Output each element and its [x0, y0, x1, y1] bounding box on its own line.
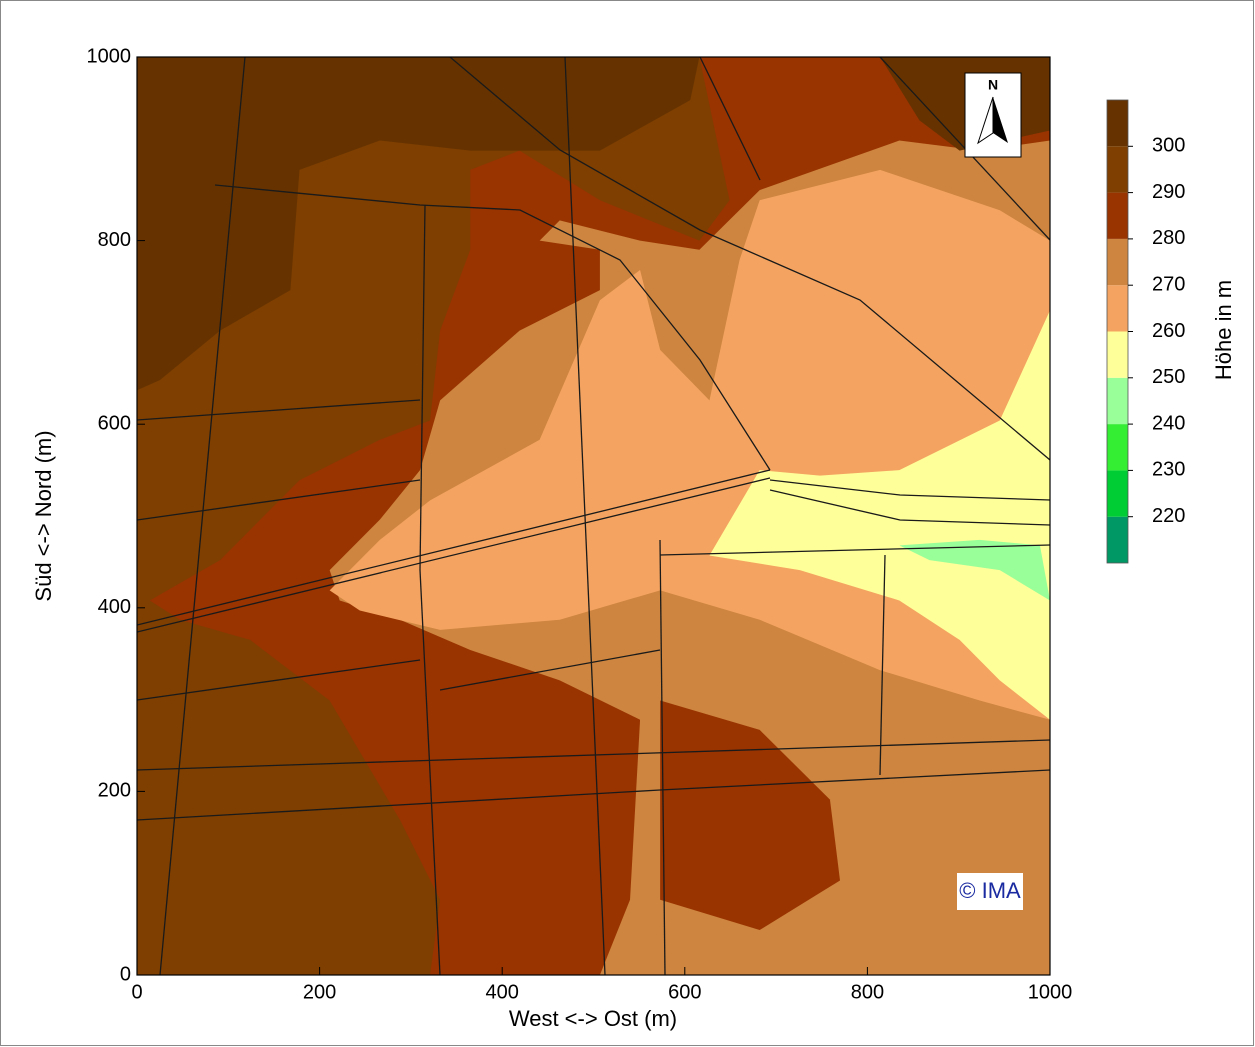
colorbar-band — [1107, 193, 1128, 239]
colorbar-tick-label: 240 — [1152, 412, 1185, 434]
y-tick-label: 800 — [98, 229, 131, 251]
elevation-field — [137, 57, 1050, 975]
colorbar-label: Höhe in m — [1211, 280, 1236, 380]
x-tick-label: 600 — [668, 981, 701, 1003]
y-tick-label: 600 — [98, 412, 131, 434]
x-axis-label: West <-> Ost (m) — [509, 1006, 677, 1031]
colorbar-tick-label: 270 — [1152, 273, 1185, 295]
north-arrow: N — [965, 73, 1021, 157]
colorbar-band — [1107, 424, 1128, 470]
x-tick-label: 800 — [851, 981, 884, 1003]
colorbar-band — [1107, 146, 1128, 192]
y-tick-label: 200 — [98, 780, 131, 802]
colorbar-tick-label: 250 — [1152, 366, 1185, 388]
colorbar-tick-label: 300 — [1152, 135, 1185, 157]
colorbar-band — [1107, 378, 1128, 424]
chart: N © IMA West <-> Ost (m) Süd <-> Nord (m… — [0, 0, 1255, 1047]
y-axis-label: Süd <-> Nord (m) — [31, 430, 56, 601]
colorbar-tick-label: 260 — [1152, 320, 1185, 342]
y-tick-label: 1000 — [87, 45, 132, 67]
colorbar-band — [1107, 517, 1128, 563]
x-tick-label: 200 — [303, 981, 336, 1003]
y-tick-label: 400 — [98, 596, 131, 618]
x-tick-label: 400 — [486, 981, 519, 1003]
colorbar-band — [1107, 100, 1128, 146]
x-tick-label: 1000 — [1028, 981, 1073, 1003]
colorbar-tick-label: 230 — [1152, 459, 1185, 481]
colorbar-band — [1107, 239, 1128, 285]
colorbar-band — [1107, 332, 1128, 378]
copyright: © IMA — [959, 878, 1021, 903]
colorbar-band — [1107, 285, 1128, 331]
y-tick-label: 0 — [120, 963, 131, 985]
colorbar-tick-label: 280 — [1152, 227, 1185, 249]
colorbar-tick-label: 290 — [1152, 181, 1185, 203]
colorbar-tick-label: 220 — [1152, 505, 1185, 527]
x-tick-label: 0 — [131, 981, 142, 1003]
north-label: N — [988, 77, 998, 93]
colorbar-band — [1107, 470, 1128, 516]
